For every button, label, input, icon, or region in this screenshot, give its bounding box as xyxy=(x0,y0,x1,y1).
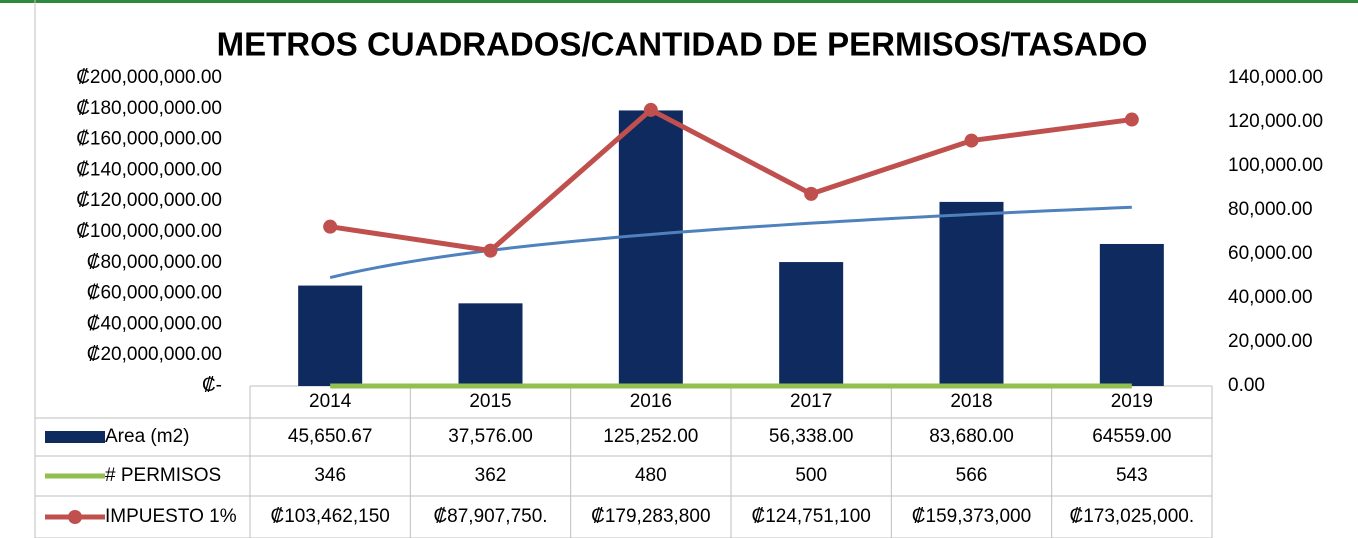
trendline xyxy=(329,205,1132,280)
marker xyxy=(804,186,819,201)
x-tick-label: 2014 xyxy=(309,391,352,412)
table-cell: 543 xyxy=(1116,465,1148,486)
table-cell: 45,650.67 xyxy=(288,426,373,447)
table-cell: ₡124,751,100 xyxy=(751,506,870,527)
y2-tick-label: 80,000.00 xyxy=(1228,199,1313,220)
marker xyxy=(1124,112,1139,127)
line xyxy=(329,107,1133,254)
marker xyxy=(964,133,979,148)
y2-tick-label: 20,000.00 xyxy=(1228,331,1313,352)
y-tick-label: ₡160,000,000.00 xyxy=(76,129,222,150)
y-tick-label: ₡60,000,000.00 xyxy=(87,283,222,304)
y2-tick-label: 140,000.00 xyxy=(1228,67,1323,88)
y-tick-label: ₡120,000,000.00 xyxy=(76,190,222,211)
table-cell: ₡103,462,150 xyxy=(270,506,389,527)
table-cell: ₡87,907,750. xyxy=(433,506,547,527)
table-cell: 566 xyxy=(956,465,988,486)
y-tick-label: ₡80,000,000.00 xyxy=(87,252,222,273)
legend-label: Area (m2) xyxy=(105,426,189,447)
y2-tick-label: 40,000.00 xyxy=(1228,287,1313,308)
y2-tick-label: 100,000.00 xyxy=(1228,155,1323,176)
table-cell: 56,338.00 xyxy=(769,426,854,447)
x-tick-label: 2017 xyxy=(790,391,832,412)
table-cell: 346 xyxy=(314,465,346,486)
y-tick-label: ₡140,000,000.00 xyxy=(76,159,222,180)
table-cell: ₡179,283,800 xyxy=(591,506,710,527)
table-cell: 83,680.00 xyxy=(929,426,1014,447)
marker xyxy=(643,102,658,117)
y-tick-label: ₡180,000,000.00 xyxy=(76,98,222,119)
x-tick-label: 2016 xyxy=(630,391,672,412)
bar xyxy=(618,110,683,386)
bar xyxy=(779,262,844,386)
y-tick-label: ₡100,000,000.00 xyxy=(76,221,222,242)
bar xyxy=(298,285,363,386)
table-cell: 500 xyxy=(795,465,827,486)
y-tick-label: ₡40,000,000.00 xyxy=(87,313,222,334)
legend-label: # PERMISOS xyxy=(105,465,221,486)
legend-label: IMPUESTO 1% xyxy=(105,506,237,527)
y-tick-label: ₡200,000,000.00 xyxy=(76,67,222,88)
marker xyxy=(323,219,338,234)
y2-tick-label: 0.00 xyxy=(1228,375,1265,396)
x-tick-label: 2018 xyxy=(950,391,992,412)
top-border xyxy=(0,0,1358,3)
marker xyxy=(483,243,498,258)
y2-tick-label: 60,000.00 xyxy=(1228,243,1313,264)
table-cell: ₡173,025,000. xyxy=(1069,506,1194,527)
table-cell: 125,252.00 xyxy=(603,426,698,447)
x-tick-label: 2015 xyxy=(469,391,511,412)
y2-tick-label: 120,000.00 xyxy=(1228,111,1323,132)
x-tick-label: 2019 xyxy=(1111,391,1153,412)
y-tick-label: ₡20,000,000.00 xyxy=(87,344,222,365)
bar xyxy=(1099,243,1164,386)
legend-key xyxy=(45,431,105,443)
table-cell: ₡159,373,000 xyxy=(912,506,1031,527)
table-cell: 362 xyxy=(475,465,507,486)
legend-key xyxy=(68,510,82,524)
bar xyxy=(458,303,523,386)
table-cell: 37,576.00 xyxy=(448,426,533,447)
bar xyxy=(939,201,1004,386)
table-cell: 64559.00 xyxy=(1092,426,1171,447)
table-cell: 480 xyxy=(635,465,667,486)
chart-title: METROS CUADRADOS/CANTIDAD DE PERMISOS/TA… xyxy=(217,26,1148,63)
y-tick-label: ₡- xyxy=(202,375,222,396)
